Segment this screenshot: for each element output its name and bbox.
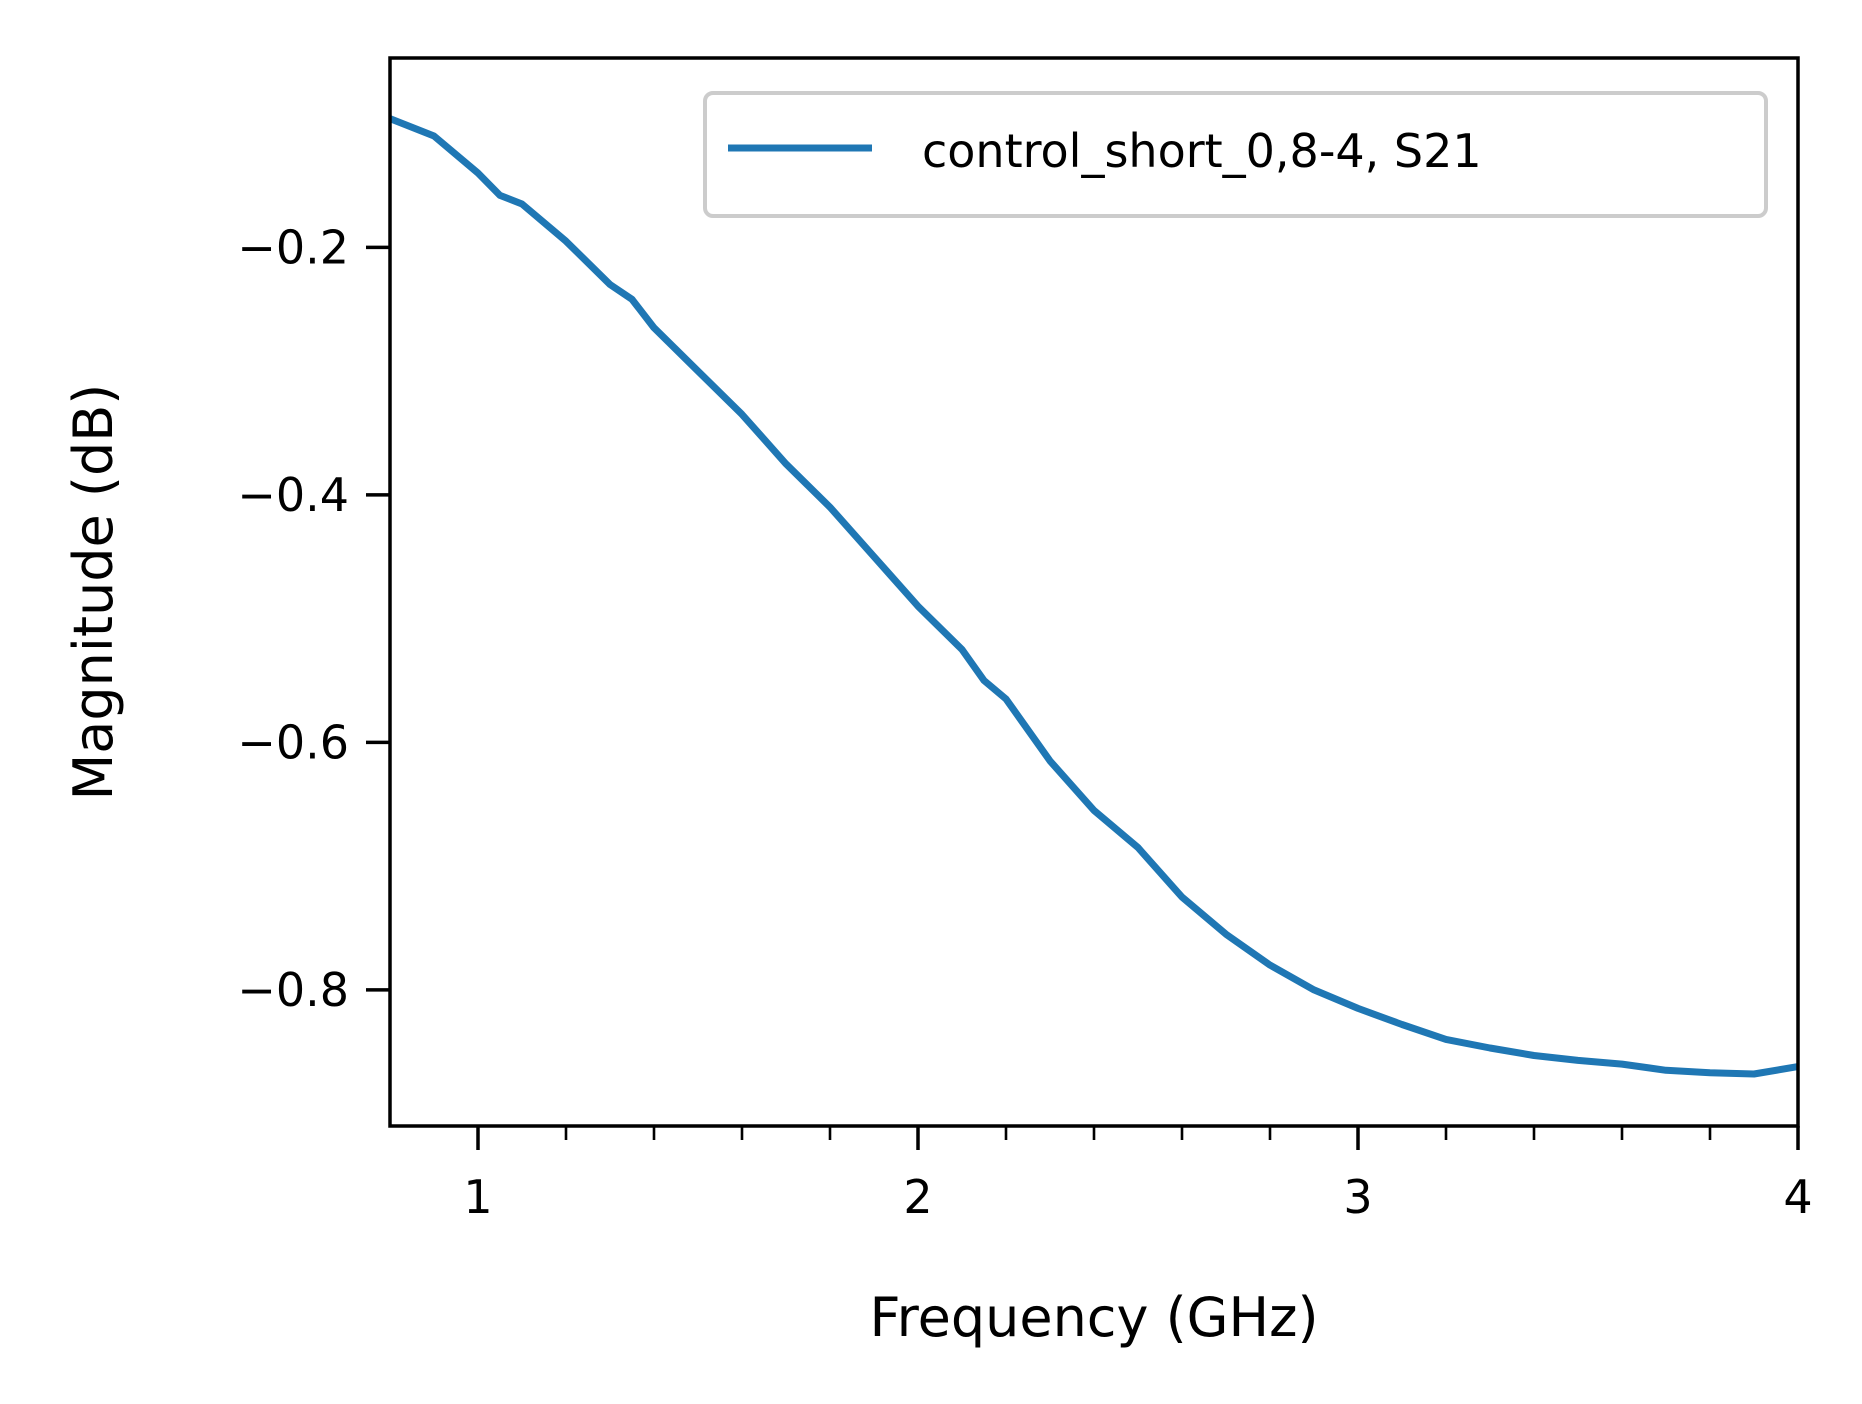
y-axis: −0.2 −0.4 −0.6 −0.8 <box>237 220 390 1017</box>
x-axis: 1 2 3 4 <box>463 1126 1813 1224</box>
x-tick-label: 3 <box>1343 1170 1372 1224</box>
y-tick-label: −0.2 <box>237 220 349 274</box>
series-layer <box>388 115 1799 1078</box>
x-axis-title: Frequency (GHz) <box>869 1286 1318 1349</box>
legend-box <box>703 91 1768 218</box>
plot-area <box>390 58 1798 1126</box>
y-axis-title: Magnitude (dB) <box>62 384 125 801</box>
y-tick-label: −0.8 <box>237 963 349 1017</box>
legend: control_short_0,8-4, S21 <box>703 91 1768 218</box>
y-tick-label: −0.4 <box>237 468 349 522</box>
y-tick-label: −0.6 <box>237 715 349 769</box>
x-tick-label: 1 <box>463 1170 492 1224</box>
x-tick-label: 2 <box>903 1170 932 1224</box>
x-tick-label: 4 <box>1783 1170 1812 1224</box>
legend-label: control_short_0,8-4, S21 <box>922 124 1482 178</box>
series-line-0 <box>388 115 1799 1078</box>
